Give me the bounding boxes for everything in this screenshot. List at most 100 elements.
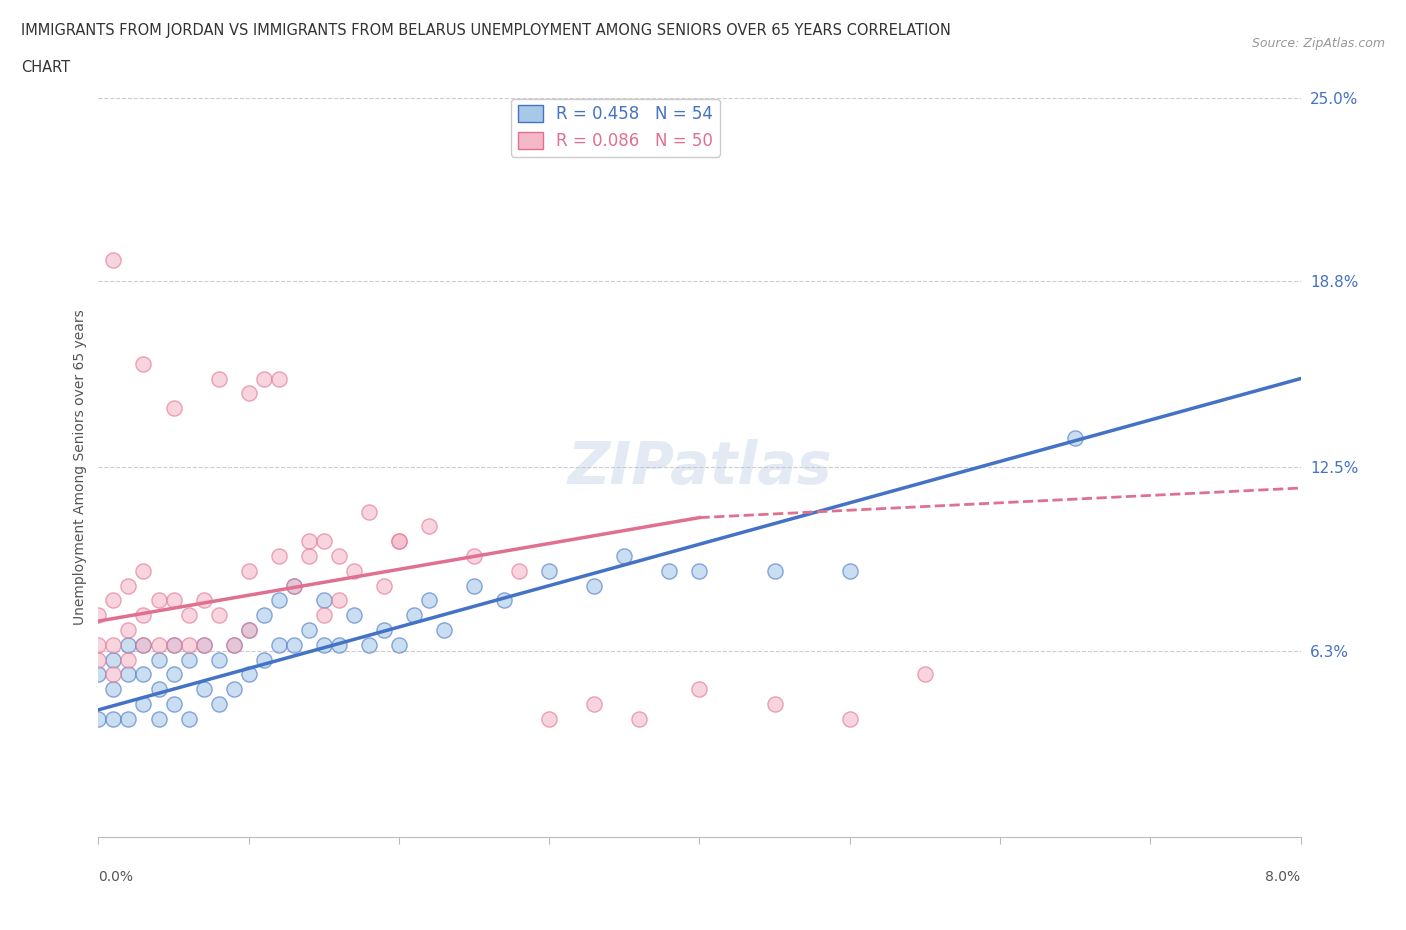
Point: [312, 534, 335, 549]
Point: [238, 386, 260, 401]
Text: IMMIGRANTS FROM JORDAN VS IMMIGRANTS FROM BELARUS UNEMPLOYMENT AMONG SENIORS OVE: IMMIGRANTS FROM JORDAN VS IMMIGRANTS FRO…: [21, 23, 950, 38]
Point: [538, 711, 561, 726]
Point: [238, 622, 260, 637]
Point: [508, 564, 530, 578]
Point: [103, 253, 125, 268]
Point: [193, 593, 215, 608]
Point: [208, 371, 231, 386]
Point: [148, 593, 170, 608]
Point: [1064, 431, 1087, 445]
Point: [328, 637, 350, 652]
Point: [402, 608, 425, 623]
Point: [162, 637, 184, 652]
Point: [132, 637, 155, 652]
Point: [132, 667, 155, 682]
Point: [253, 371, 276, 386]
Point: [328, 549, 350, 564]
Point: [343, 608, 366, 623]
Point: [162, 593, 184, 608]
Point: [162, 697, 184, 711]
Point: [193, 637, 215, 652]
Point: [433, 622, 456, 637]
Text: 8.0%: 8.0%: [1265, 870, 1301, 884]
Point: [148, 637, 170, 652]
Point: [148, 682, 170, 697]
Point: [162, 637, 184, 652]
Point: [658, 564, 681, 578]
Point: [103, 711, 125, 726]
Point: [87, 652, 110, 667]
Point: [373, 622, 395, 637]
Point: [177, 652, 200, 667]
Point: [283, 578, 305, 593]
Point: [208, 652, 231, 667]
Point: [494, 593, 516, 608]
Point: [208, 697, 231, 711]
Point: [87, 711, 110, 726]
Point: [357, 637, 380, 652]
Point: [418, 593, 440, 608]
Point: [132, 697, 155, 711]
Point: [763, 697, 786, 711]
Point: [418, 519, 440, 534]
Point: [148, 711, 170, 726]
Point: [613, 549, 636, 564]
Text: Source: ZipAtlas.com: Source: ZipAtlas.com: [1251, 37, 1385, 50]
Point: [267, 371, 290, 386]
Point: [583, 578, 606, 593]
Point: [388, 637, 411, 652]
Point: [222, 637, 245, 652]
Point: [312, 593, 335, 608]
Point: [238, 564, 260, 578]
Point: [628, 711, 651, 726]
Point: [298, 549, 321, 564]
Point: [117, 637, 139, 652]
Point: [463, 549, 485, 564]
Point: [838, 711, 860, 726]
Point: [388, 534, 411, 549]
Point: [117, 622, 139, 637]
Point: [103, 667, 125, 682]
Point: [193, 682, 215, 697]
Point: [253, 608, 276, 623]
Point: [538, 564, 561, 578]
Point: [343, 564, 366, 578]
Point: [117, 711, 139, 726]
Point: [283, 578, 305, 593]
Point: [87, 608, 110, 623]
Text: CHART: CHART: [21, 60, 70, 75]
Point: [688, 564, 710, 578]
Point: [162, 667, 184, 682]
Point: [132, 637, 155, 652]
Point: [838, 564, 860, 578]
Text: 0.0%: 0.0%: [98, 870, 134, 884]
Point: [267, 593, 290, 608]
Point: [87, 667, 110, 682]
Point: [222, 682, 245, 697]
Point: [253, 652, 276, 667]
Point: [117, 652, 139, 667]
Point: [238, 667, 260, 682]
Point: [222, 637, 245, 652]
Point: [103, 682, 125, 697]
Point: [267, 637, 290, 652]
Point: [193, 637, 215, 652]
Point: [103, 593, 125, 608]
Point: [132, 356, 155, 371]
Point: [298, 622, 321, 637]
Point: [117, 667, 139, 682]
Point: [283, 637, 305, 652]
Point: [177, 608, 200, 623]
Legend: R = 0.458   N = 54, R = 0.086   N = 50: R = 0.458 N = 54, R = 0.086 N = 50: [510, 99, 720, 156]
Point: [688, 682, 710, 697]
Point: [914, 667, 936, 682]
Point: [103, 652, 125, 667]
Point: [463, 578, 485, 593]
Point: [132, 564, 155, 578]
Point: [388, 534, 411, 549]
Point: [357, 504, 380, 519]
Point: [148, 652, 170, 667]
Point: [87, 637, 110, 652]
Point: [267, 549, 290, 564]
Point: [298, 534, 321, 549]
